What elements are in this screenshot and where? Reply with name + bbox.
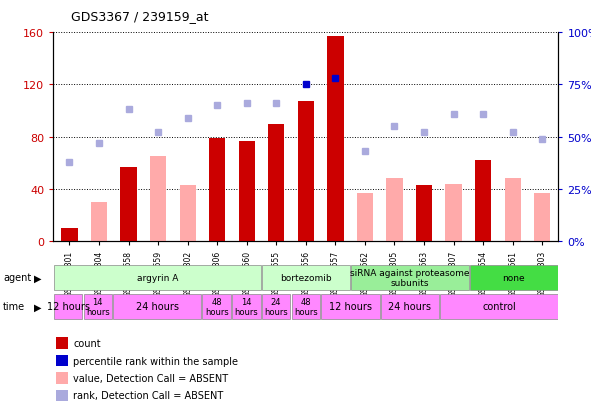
Bar xyxy=(387,179,402,242)
Bar xyxy=(505,179,521,242)
Bar xyxy=(56,373,69,384)
Text: argyrin A: argyrin A xyxy=(137,273,178,282)
Text: percentile rank within the sample: percentile rank within the sample xyxy=(73,356,238,366)
Bar xyxy=(232,294,261,319)
Bar xyxy=(440,294,558,319)
Text: 14
hours: 14 hours xyxy=(86,297,110,316)
Text: agent: agent xyxy=(3,273,31,283)
Text: ▶: ▶ xyxy=(34,301,41,312)
Bar xyxy=(91,202,107,242)
Text: 24 hours: 24 hours xyxy=(388,301,431,312)
Text: GDS3367 / 239159_at: GDS3367 / 239159_at xyxy=(71,10,209,23)
Bar xyxy=(54,294,82,319)
Text: value, Detection Call = ABSENT: value, Detection Call = ABSENT xyxy=(73,373,229,383)
Text: count: count xyxy=(73,338,101,349)
Bar xyxy=(56,390,69,401)
Bar xyxy=(322,294,379,319)
Text: time: time xyxy=(3,301,25,312)
Text: control: control xyxy=(482,301,516,312)
Bar xyxy=(268,124,284,242)
Bar xyxy=(298,102,314,242)
Text: 14
hours: 14 hours xyxy=(235,297,258,316)
Bar xyxy=(150,157,166,242)
Text: 48
hours: 48 hours xyxy=(205,297,229,316)
Bar xyxy=(56,338,69,349)
Bar xyxy=(239,141,255,242)
Bar xyxy=(121,167,137,242)
Text: rank, Detection Call = ABSENT: rank, Detection Call = ABSENT xyxy=(73,390,223,401)
Bar xyxy=(381,294,439,319)
Bar xyxy=(56,355,69,367)
Bar xyxy=(351,266,469,290)
Text: ▶: ▶ xyxy=(34,273,41,283)
Bar xyxy=(470,266,558,290)
Text: 12 hours: 12 hours xyxy=(47,301,90,312)
Bar xyxy=(357,193,373,242)
Bar xyxy=(83,294,112,319)
Bar xyxy=(209,139,225,242)
Text: 12 hours: 12 hours xyxy=(329,301,372,312)
Bar xyxy=(475,161,491,242)
Text: siRNA against proteasome
subunits: siRNA against proteasome subunits xyxy=(350,268,470,287)
Text: 48
hours: 48 hours xyxy=(294,297,318,316)
Text: bortezomib: bortezomib xyxy=(280,273,332,282)
Bar xyxy=(291,294,320,319)
Bar xyxy=(446,184,462,242)
Bar xyxy=(262,266,350,290)
Text: 24
hours: 24 hours xyxy=(264,297,288,316)
Bar xyxy=(534,193,550,242)
Text: none: none xyxy=(502,273,525,282)
Bar xyxy=(61,228,77,242)
Bar xyxy=(180,185,196,242)
Bar xyxy=(327,37,343,242)
Text: 24 hours: 24 hours xyxy=(136,301,178,312)
Bar xyxy=(113,294,201,319)
Bar xyxy=(54,266,261,290)
Bar xyxy=(416,185,432,242)
Bar xyxy=(262,294,290,319)
Bar xyxy=(202,294,231,319)
